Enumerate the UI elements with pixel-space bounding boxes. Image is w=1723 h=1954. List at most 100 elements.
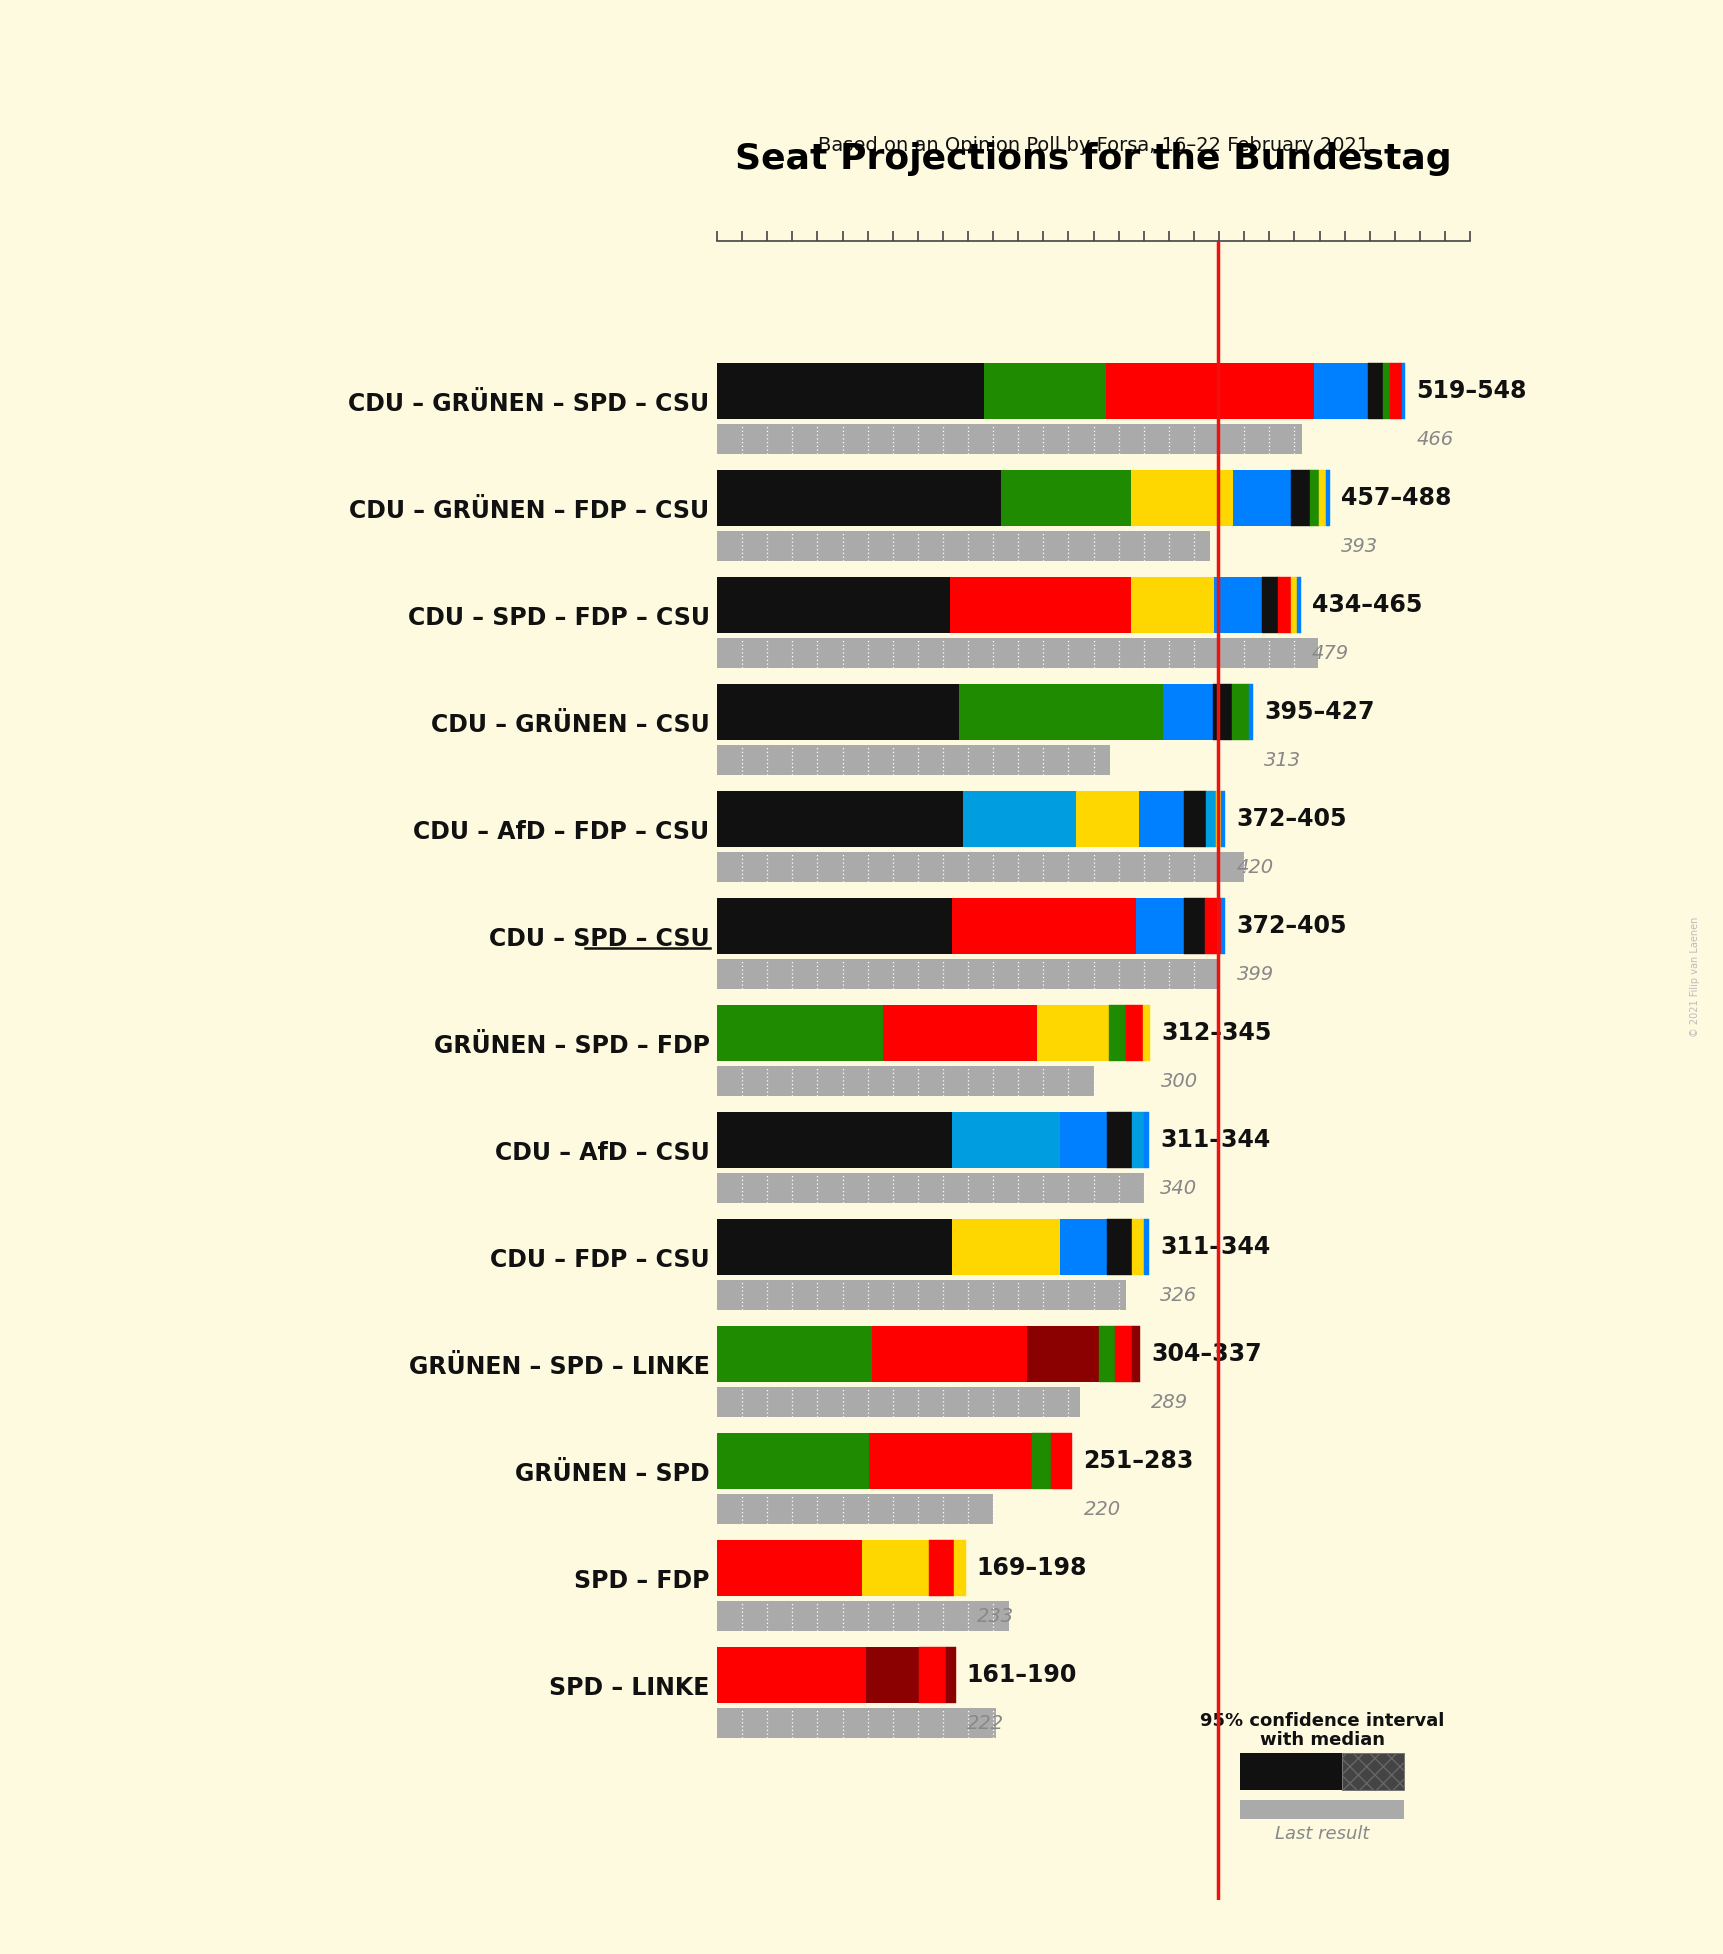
Bar bbox=[953, 1540, 965, 1596]
Text: GRÜNEN – SPD: GRÜNEN – SPD bbox=[515, 1462, 710, 1485]
Text: 300: 300 bbox=[1161, 1073, 1197, 1090]
Text: Based on an Opinion Poll by Forsa, 16–22 February 2021: Based on an Opinion Poll by Forsa, 16–22… bbox=[817, 137, 1368, 154]
Bar bbox=[882, 1004, 1037, 1061]
Bar bbox=[1382, 363, 1389, 418]
Bar bbox=[1130, 576, 1213, 633]
Text: CDU – SPD – FDP – CSU: CDU – SPD – FDP – CSU bbox=[407, 606, 710, 629]
Bar bbox=[1106, 363, 1313, 418]
Bar bbox=[717, 471, 1001, 526]
Bar bbox=[717, 744, 1110, 776]
Bar bbox=[872, 1327, 1027, 1381]
Bar bbox=[717, 1172, 1142, 1204]
Text: CDU – FDP – CSU: CDU – FDP – CSU bbox=[489, 1249, 710, 1272]
Bar bbox=[1340, 1753, 1403, 1790]
Bar bbox=[717, 424, 1301, 453]
Text: 434–465: 434–465 bbox=[1311, 594, 1421, 617]
Text: 519–548: 519–548 bbox=[1415, 379, 1527, 403]
Text: 457–488: 457–488 bbox=[1340, 487, 1451, 510]
Text: 420: 420 bbox=[1235, 858, 1273, 877]
Bar bbox=[1241, 1800, 1403, 1819]
Text: CDU – AfD – CSU: CDU – AfD – CSU bbox=[495, 1141, 710, 1165]
Text: 161–190: 161–190 bbox=[967, 1663, 1077, 1686]
Bar bbox=[1163, 684, 1211, 741]
Text: 251–283: 251–283 bbox=[1084, 1450, 1194, 1473]
Text: with median: with median bbox=[1260, 1731, 1384, 1749]
Bar bbox=[1142, 1004, 1149, 1061]
Text: 395–427: 395–427 bbox=[1263, 700, 1373, 725]
Text: 169–198: 169–198 bbox=[977, 1555, 1087, 1581]
Text: 311–344: 311–344 bbox=[1160, 1127, 1270, 1153]
Text: SPD – FDP: SPD – FDP bbox=[574, 1569, 710, 1593]
Bar bbox=[1220, 899, 1225, 954]
Bar bbox=[1060, 1112, 1106, 1168]
Bar bbox=[1241, 1753, 1340, 1790]
Bar bbox=[1389, 363, 1401, 418]
Text: CDU – GRÜNEN – FDP – CSU: CDU – GRÜNEN – FDP – CSU bbox=[350, 498, 710, 524]
Bar bbox=[1184, 899, 1204, 954]
Bar bbox=[1115, 1327, 1132, 1381]
Bar bbox=[1032, 1434, 1051, 1489]
Bar bbox=[946, 1647, 955, 1704]
Bar bbox=[984, 363, 1106, 418]
Bar bbox=[717, 1387, 1079, 1417]
Bar bbox=[717, 1219, 951, 1274]
Bar bbox=[717, 363, 984, 418]
Text: CDU – GRÜNEN – CSU: CDU – GRÜNEN – CSU bbox=[431, 713, 710, 737]
Text: © 2021 Filip van Laenen: © 2021 Filip van Laenen bbox=[1689, 916, 1699, 1038]
Bar bbox=[717, 1602, 1010, 1632]
Bar bbox=[717, 852, 1244, 883]
Bar bbox=[918, 1647, 946, 1704]
Bar bbox=[717, 1708, 996, 1739]
Bar bbox=[717, 639, 1318, 668]
Bar bbox=[717, 531, 1210, 561]
Bar bbox=[1313, 363, 1368, 418]
Text: GRÜNEN – SPD – LINKE: GRÜNEN – SPD – LINKE bbox=[408, 1354, 710, 1380]
Bar bbox=[1318, 471, 1325, 526]
Bar bbox=[958, 684, 1163, 741]
Title: Seat Projections for the Bundestag: Seat Projections for the Bundestag bbox=[734, 143, 1451, 176]
Bar bbox=[868, 1434, 1032, 1489]
Text: 326: 326 bbox=[1160, 1286, 1196, 1305]
Bar bbox=[949, 576, 1130, 633]
Bar bbox=[717, 1112, 951, 1168]
Text: CDU – SPD – CSU: CDU – SPD – CSU bbox=[489, 926, 710, 952]
Text: SPD – LINKE: SPD – LINKE bbox=[550, 1677, 710, 1700]
Bar bbox=[1204, 899, 1220, 954]
Bar bbox=[1213, 576, 1261, 633]
Bar bbox=[1027, 1327, 1098, 1381]
Bar bbox=[963, 791, 1075, 846]
Bar bbox=[1001, 471, 1130, 526]
Bar bbox=[1261, 576, 1278, 633]
Bar bbox=[717, 1067, 1092, 1096]
Bar bbox=[717, 1280, 1125, 1311]
Bar bbox=[1098, 1327, 1115, 1381]
Bar bbox=[1130, 471, 1232, 526]
Bar bbox=[1142, 1112, 1148, 1168]
Bar bbox=[717, 959, 1216, 989]
Bar bbox=[1132, 1219, 1142, 1274]
Bar bbox=[1142, 1219, 1148, 1274]
Bar bbox=[717, 1004, 882, 1061]
Text: 220: 220 bbox=[1084, 1501, 1120, 1518]
Text: 372–405: 372–405 bbox=[1235, 807, 1346, 830]
Bar bbox=[717, 1495, 992, 1524]
Text: 222: 222 bbox=[967, 1714, 1003, 1733]
Bar bbox=[1296, 576, 1299, 633]
Bar bbox=[717, 1647, 865, 1704]
Text: 313: 313 bbox=[1263, 750, 1301, 770]
Text: GRÜNEN – SPD – FDP: GRÜNEN – SPD – FDP bbox=[432, 1034, 710, 1057]
Bar bbox=[951, 1219, 1060, 1274]
Bar bbox=[1368, 363, 1382, 418]
Bar bbox=[862, 1540, 929, 1596]
Bar bbox=[717, 1540, 862, 1596]
Text: 399: 399 bbox=[1235, 965, 1273, 983]
Bar bbox=[1184, 791, 1204, 846]
Text: 479: 479 bbox=[1311, 643, 1349, 662]
Bar bbox=[951, 899, 1135, 954]
Text: Last result: Last result bbox=[1273, 1825, 1368, 1843]
Bar bbox=[1060, 1219, 1106, 1274]
Bar bbox=[1132, 1112, 1142, 1168]
Bar bbox=[717, 684, 958, 741]
Bar bbox=[1232, 684, 1247, 741]
Bar bbox=[1075, 791, 1139, 846]
